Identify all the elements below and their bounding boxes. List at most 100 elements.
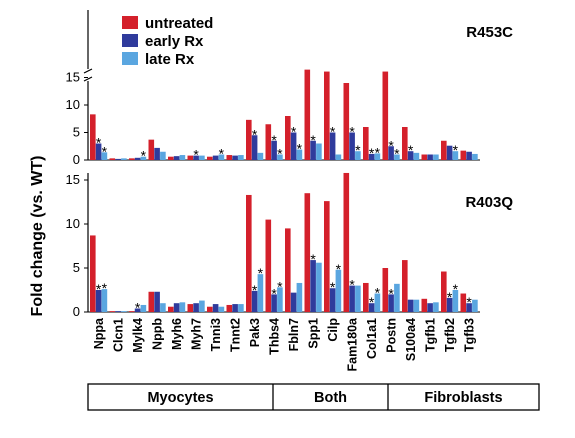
bar (290, 132, 297, 160)
bar (193, 303, 199, 312)
bar (368, 153, 375, 160)
bar (129, 158, 135, 160)
x-tick-label: Pak3 (248, 318, 262, 347)
legend-swatch (122, 16, 138, 29)
bar (324, 71, 330, 160)
bar (402, 260, 408, 312)
bar (433, 302, 439, 312)
bar (251, 135, 258, 160)
significance-mark: * (388, 285, 394, 301)
bar (173, 303, 180, 312)
bar (193, 155, 199, 160)
bar (304, 69, 311, 160)
bar (265, 124, 272, 160)
bar (154, 291, 160, 312)
legend-label: untreated (145, 15, 213, 32)
bar (355, 285, 361, 312)
axis-break-mark (83, 68, 93, 74)
bar (452, 151, 459, 160)
significance-mark: * (96, 135, 102, 151)
bar (407, 151, 414, 160)
significance-mark: * (141, 148, 147, 164)
bar (368, 303, 375, 312)
bar (413, 299, 420, 312)
bar (441, 271, 447, 312)
significance-mark: * (271, 285, 277, 301)
group-label: Myocytes (147, 390, 213, 406)
significance-mark: * (453, 142, 459, 158)
bar (466, 303, 472, 312)
bar (115, 158, 121, 160)
bar (173, 156, 180, 160)
significance-mark: * (193, 147, 199, 163)
y-tick-label: 10 (66, 216, 80, 231)
significance-mark: * (369, 145, 375, 161)
x-tick-label: Clcn1 (112, 318, 126, 352)
bar (335, 269, 342, 312)
x-tick-label: Myh7 (190, 318, 204, 350)
bar (121, 158, 127, 160)
cell-type-groups: Myocytes Both Fibroblasts (87, 383, 540, 411)
significance-mark: * (349, 277, 355, 293)
significance-mark: * (271, 132, 277, 148)
bar (148, 139, 155, 160)
bar (413, 152, 420, 160)
significance-mark: * (102, 143, 108, 159)
bar (343, 172, 350, 312)
bar (168, 156, 174, 160)
significance-mark: * (96, 281, 102, 297)
bar (452, 290, 459, 312)
bar (115, 311, 121, 312)
bar (179, 302, 186, 312)
bar (421, 154, 428, 160)
bar (285, 228, 291, 312)
bar (329, 132, 336, 160)
significance-mark: * (277, 278, 283, 294)
bar (407, 299, 414, 312)
bar (212, 155, 219, 160)
bar (355, 151, 361, 160)
x-tick-label: Col1a1 (365, 318, 379, 359)
bar (466, 151, 472, 160)
bar (310, 260, 316, 312)
bar (374, 153, 381, 160)
axis-break-mark (83, 76, 93, 82)
significance-mark: * (447, 289, 453, 305)
bar (199, 300, 205, 312)
bar (226, 304, 233, 312)
bar (238, 155, 244, 160)
bar (310, 140, 316, 160)
significance-mark: * (310, 251, 316, 267)
bar (394, 154, 400, 160)
x-tick-label: Fam180a (346, 317, 360, 372)
significance-mark: * (349, 124, 355, 140)
bar (374, 293, 381, 312)
significance-mark: * (291, 124, 297, 140)
bar (257, 274, 264, 312)
significance-mark: * (219, 146, 225, 162)
bar (207, 306, 213, 312)
bar (472, 153, 478, 160)
x-tick-label: Nppa (92, 317, 106, 349)
bar (246, 119, 252, 160)
significance-mark: * (453, 281, 459, 297)
bar (335, 154, 342, 160)
bar (472, 299, 478, 312)
significance-mark: * (258, 265, 264, 281)
bar (290, 292, 297, 312)
groups-box (87, 383, 540, 411)
x-tick-label: Thbs4 (268, 318, 282, 355)
bar (316, 262, 322, 312)
bar (271, 140, 277, 160)
bar (427, 303, 433, 312)
y-tick-label: 5 (73, 260, 80, 275)
bar (90, 235, 96, 312)
significance-mark: * (388, 137, 394, 153)
significance-mark: * (375, 285, 381, 301)
bar (160, 151, 166, 160)
x-tick-label: Nppb (151, 318, 165, 350)
bar (218, 306, 225, 312)
bar (460, 150, 467, 160)
